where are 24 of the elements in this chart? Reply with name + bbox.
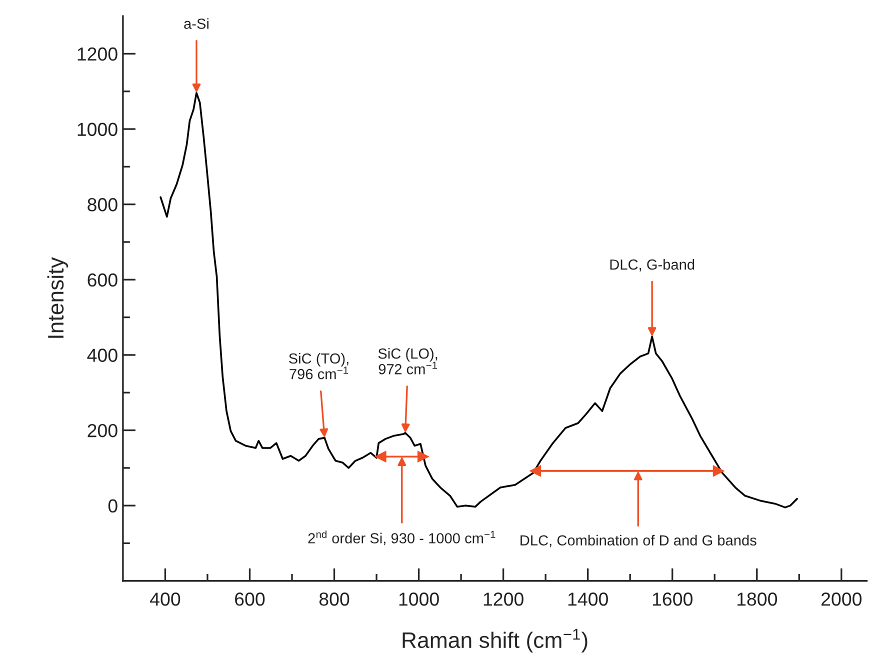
y-tick-label: 200: [88, 424, 118, 438]
y-tick-label: 400: [87, 348, 118, 362]
x-tick-label: 1600: [652, 592, 692, 606]
annotation: DLC, G-band: [610, 259, 694, 272]
x-tick-label: 600: [235, 592, 265, 606]
x-tick-label: 800: [319, 592, 350, 606]
y-tick-label: 0: [108, 499, 118, 513]
x-tick-label: 1000: [399, 592, 439, 606]
x-tick-label: 400: [150, 592, 180, 606]
y-axis-title: Intensity: [47, 257, 68, 338]
x-tick-label: 2000: [822, 592, 862, 606]
annotation: 2$^{nd}$ order Si, 930 - 1000 cm$^{−1}$: [308, 530, 496, 546]
x-axis-title: Raman shift (cm$^{−1}$): [402, 628, 588, 652]
annotation: DLC, Combination of D and G bands: [520, 534, 756, 548]
y-tick-label: 800: [88, 198, 118, 212]
annotation: SiC (LO), 972 cm$^{−1}$: [378, 348, 438, 374]
annotation: SiC (TO), 796 cm$^{−1}$: [288, 352, 348, 380]
x-tick-label: 1200: [484, 592, 524, 606]
y-tick-label: 1200: [78, 47, 118, 61]
y-tick-label: 600: [88, 273, 118, 287]
annotation: a-Si: [184, 18, 208, 29]
x-tick-label: 1800: [737, 592, 778, 606]
x-tick-label: 1400: [568, 592, 608, 606]
y-tick-label: 1000: [78, 122, 118, 136]
